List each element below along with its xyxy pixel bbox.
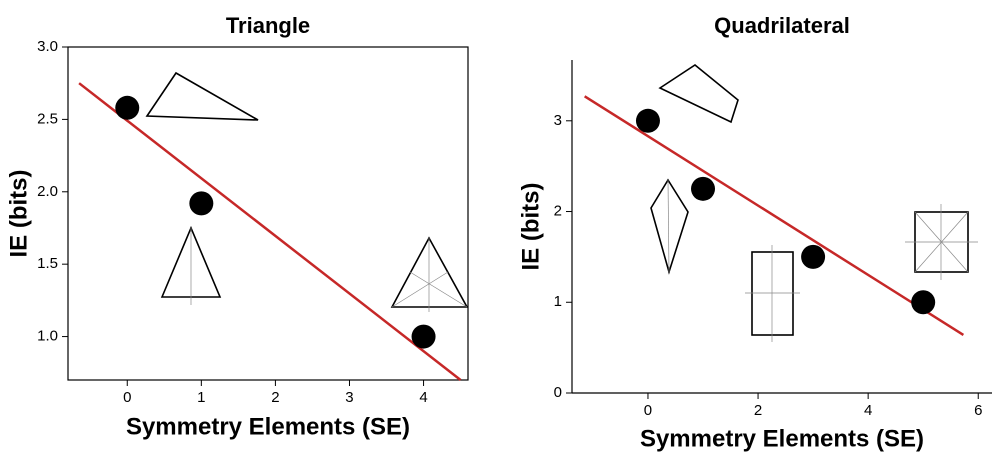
y-axis-label: IE (bits) xyxy=(517,183,544,271)
symmetry-axis xyxy=(409,271,468,308)
x-tick-label: 4 xyxy=(864,402,872,419)
data-point xyxy=(801,244,826,269)
y-tick-label: 3.0 xyxy=(37,38,58,55)
x-tick-label: 2 xyxy=(754,402,762,419)
data-point xyxy=(115,95,140,120)
rectangle xyxy=(751,251,794,336)
scalene-triangle xyxy=(145,71,259,121)
x-tick-label: 3 xyxy=(345,389,353,406)
plot-frame xyxy=(67,46,469,381)
y-tick-label: 0 xyxy=(554,384,562,401)
equilateral-triangle xyxy=(390,236,469,308)
x-tick-label: 6 xyxy=(974,402,982,419)
quadrilateral xyxy=(658,64,739,124)
x-axis-label: Symmetry Elements (SE) xyxy=(126,413,410,440)
y-tick-label: 3 xyxy=(554,112,562,129)
fit-line xyxy=(583,95,965,336)
x-tick-label: 1 xyxy=(197,389,205,406)
x-tick-label: 4 xyxy=(419,389,427,406)
chart-title: Quadrilateral xyxy=(714,13,850,38)
y-tick-label: 1.0 xyxy=(37,328,58,345)
fit-line xyxy=(78,82,462,381)
x-tick-label: 0 xyxy=(644,402,652,419)
symmetry-axis xyxy=(391,271,449,308)
x-tick-label: 2 xyxy=(271,389,279,406)
y-tick-label: 1 xyxy=(554,293,562,310)
y-axis-label: IE (bits) xyxy=(5,170,32,258)
data-point xyxy=(411,324,436,349)
x-tick-label: 0 xyxy=(123,389,131,406)
symmetry-axis xyxy=(667,179,670,273)
symmetry-axis xyxy=(914,211,969,273)
kite xyxy=(650,178,689,275)
data-point xyxy=(189,191,214,216)
y-tick-label: 2.5 xyxy=(37,110,58,127)
y-tick-label: 2.0 xyxy=(37,183,58,200)
shape-drawings xyxy=(145,64,978,342)
data-point xyxy=(691,176,716,201)
data-point xyxy=(911,290,936,315)
y-tick-label: 2 xyxy=(554,202,562,219)
y-tick-label: 1.5 xyxy=(37,255,58,272)
data-point xyxy=(635,108,660,133)
chart-title: Triangle xyxy=(226,13,310,38)
x-axis-label: Symmetry Elements (SE) xyxy=(640,425,924,452)
